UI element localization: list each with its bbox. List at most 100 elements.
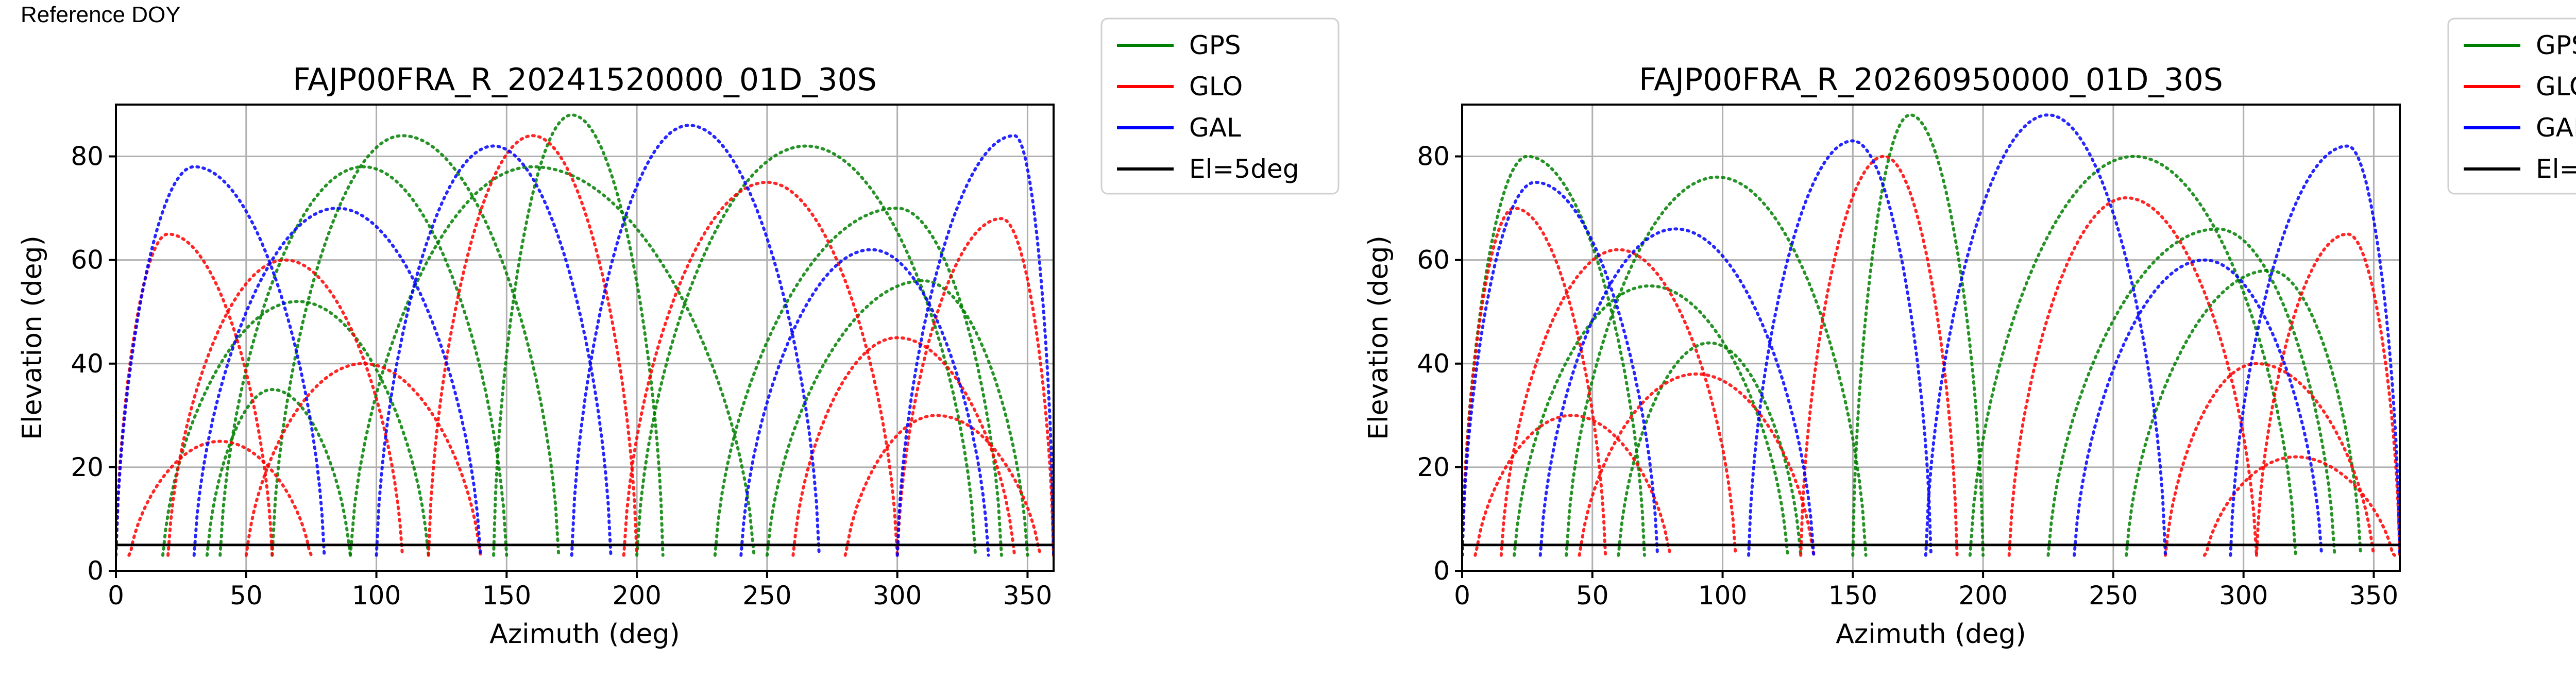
satellite-track: [205, 388, 352, 557]
x-tick-label: 200: [1958, 581, 2007, 611]
satellite-track: [713, 207, 1003, 557]
satellite-track: [1968, 155, 2297, 557]
x-tick-label: 300: [873, 581, 922, 611]
series-gps: [1462, 113, 2363, 557]
satellite-track: [192, 207, 482, 557]
legend-label: GPS: [1189, 30, 1241, 60]
x-tick-label: 150: [1828, 581, 1877, 611]
satellite-track: [1513, 284, 1789, 557]
series-gps: [161, 113, 1029, 557]
satellite-track: [1578, 372, 1816, 557]
y-tick-label: 40: [1417, 349, 1450, 379]
x-tick-label: 100: [352, 581, 401, 611]
satellite-track: [791, 336, 1016, 557]
legend-label: El=5deg: [1189, 154, 1299, 184]
x-tick-label: 350: [1003, 581, 1052, 611]
satellite-track: [1462, 207, 1607, 557]
x-tick-label: 50: [230, 581, 263, 611]
satellite-track: [492, 113, 665, 557]
legend-label: GPS: [2536, 30, 2576, 60]
x-tick-label: 200: [612, 581, 661, 611]
plot-area: [116, 113, 1054, 557]
satellite-track: [218, 165, 509, 557]
satellite-track: [1565, 175, 1868, 557]
satellite-track: [1473, 414, 1672, 557]
satellite-track: [1747, 139, 1933, 557]
y-tick-label: 0: [1433, 556, 1450, 586]
series-glo: [116, 134, 1054, 557]
satellite-track: [2125, 268, 2363, 557]
y-axis-label: Elevation (deg): [17, 235, 48, 440]
legend: GPS GLO GAL El=5deg: [1100, 18, 1340, 195]
satellite-track: [895, 217, 1054, 557]
satellite-track: [116, 165, 326, 557]
chart-panel-2: 0 50 100 150 200 250 300 350 0 20 40 60 80 FAJP00FRA_…: [1363, 18, 2576, 650]
legend-box: [2447, 18, 2576, 195]
x-tick-label: 250: [742, 581, 791, 611]
legend-label: GLO: [2536, 72, 2576, 101]
chart-title: FAJP00FRA_R_20260950000_01D_30S: [1639, 62, 2223, 98]
legend-box: [1100, 18, 1340, 195]
y-tick-label: 0: [87, 556, 104, 586]
series-glo: [1462, 155, 2400, 557]
satellite-track: [127, 439, 313, 557]
legend-label: El=5deg: [2536, 154, 2576, 184]
satellite-track: [1538, 227, 1816, 557]
legend-label: GLO: [1189, 72, 1243, 101]
legend-label: GAL: [2536, 113, 2576, 143]
y-tick-label: 80: [71, 142, 104, 172]
x-tick-label: 50: [1576, 581, 1609, 611]
axes-frame: [115, 104, 1055, 572]
satellite-track: [244, 362, 482, 557]
satellite-track: [739, 248, 990, 557]
satellite-track: [270, 134, 561, 557]
x-tick-label: 350: [2349, 581, 2398, 611]
chart-panel-1: 0 50 100 150 200 250 300 350 0 20 40 60 80 FAJP00FRA_…: [17, 18, 1340, 650]
x-tick-label: 150: [482, 581, 531, 611]
satellite-track: [375, 144, 613, 557]
satellite-track: [843, 414, 1042, 557]
y-tick-label: 60: [71, 245, 104, 275]
x-axis-label: Azimuth (deg): [489, 619, 680, 650]
satellite-track: [635, 144, 977, 557]
y-axis-label: Elevation (deg): [1363, 235, 1394, 440]
satellite-track: [2073, 258, 2324, 557]
satellite-track: [161, 300, 430, 557]
legend: GPS GLO GAL El=5deg: [2447, 18, 2576, 195]
satellite-track: [166, 258, 404, 557]
x-tick-label: 0: [108, 581, 124, 611]
y-tick-label: 60: [1417, 245, 1450, 275]
satellite-track: [2229, 144, 2400, 557]
satellite-track: [622, 180, 899, 557]
y-tick-label: 20: [1417, 452, 1450, 482]
x-axis-label: Azimuth (deg): [1836, 619, 2026, 650]
reference-doy-label: Reference DOY: [21, 2, 181, 27]
satellite-track: [1851, 113, 1985, 557]
y-tick-label: 20: [71, 452, 104, 482]
satellite-track: [427, 134, 639, 557]
satellite-track: [349, 165, 756, 557]
satellite-track: [895, 134, 1054, 557]
series-gal: [116, 124, 1054, 557]
satellite-track: [2164, 362, 2376, 557]
x-tick-label: 100: [1698, 581, 1747, 611]
satellite-track: [2007, 196, 2258, 557]
grid-lines: [1461, 105, 2400, 572]
satellite-track: [1617, 341, 1803, 557]
x-tick-label: 0: [1454, 581, 1470, 611]
satellite-track: [2202, 455, 2396, 557]
satellite-track: [1462, 180, 1659, 557]
satellite-track: [1799, 155, 1959, 557]
x-tick-label: 300: [2219, 581, 2268, 611]
satellite-track: [570, 124, 821, 557]
axes-frame: [1461, 104, 2401, 572]
satellite-track: [1499, 248, 1737, 557]
satellite-track: [765, 279, 1029, 557]
y-tick-label: 80: [1417, 142, 1450, 172]
plot-area: [1462, 113, 2400, 557]
chart-title: FAJP00FRA_R_20241520000_01D_30S: [293, 62, 877, 98]
satellite-track: [1924, 113, 2167, 557]
y-tick-label: 40: [71, 349, 104, 379]
satellite-track: [1462, 155, 1646, 557]
